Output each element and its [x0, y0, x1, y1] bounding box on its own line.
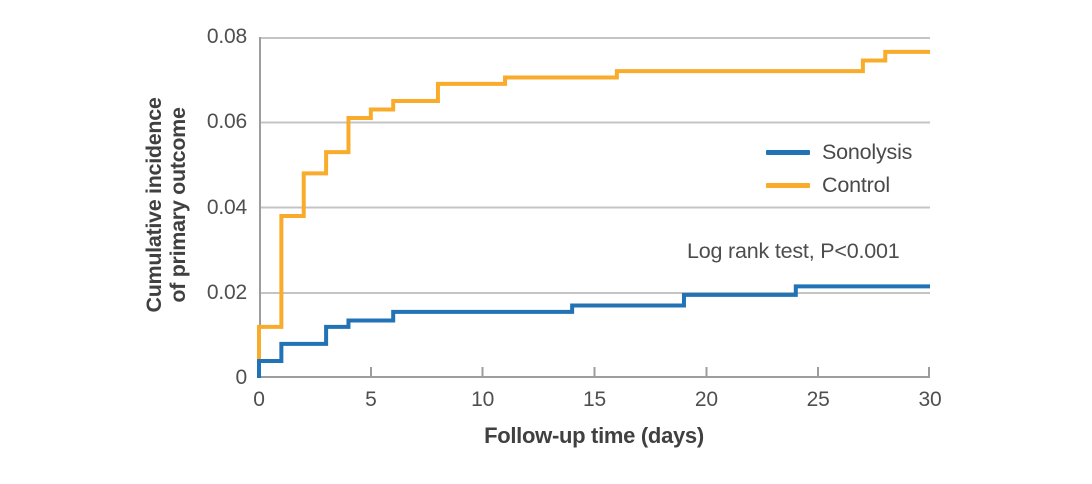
y-tick-label: 0.08 [206, 25, 247, 48]
legend: Sonolysis Control [766, 136, 912, 202]
x-axis-title: Follow-up time (days) [484, 423, 704, 448]
x-tick-label: 30 [918, 388, 942, 411]
x-tick-label: 5 [365, 388, 377, 411]
legend-item-sonolysis: Sonolysis [766, 136, 912, 169]
x-tick-label: 10 [471, 388, 495, 411]
chart-canvas [257, 37, 930, 378]
x-tick-label: 0 [253, 388, 265, 411]
legend-label-sonolysis: Sonolysis [822, 140, 913, 164]
y-tick-label: 0 [235, 366, 248, 389]
logrank-annotation: Log rank test, P<0.001 [687, 239, 900, 263]
legend-item-control: Control [766, 169, 912, 202]
sonolysis-line-swatch [766, 150, 810, 155]
y-tick-label: 0.02 [206, 280, 247, 304]
legend-label-control: Control [822, 173, 890, 197]
control-line-swatch [766, 183, 810, 188]
sonolysis-line [257, 284, 930, 378]
y-tick-label: 0.04 [206, 195, 247, 219]
control-line [257, 49, 930, 378]
x-tick-label: 25 [806, 388, 830, 411]
y-tick-label: 0.06 [206, 110, 247, 134]
plot-area [257, 37, 930, 378]
x-tick-label: 15 [583, 388, 606, 411]
x-tick-label: 20 [694, 388, 718, 411]
